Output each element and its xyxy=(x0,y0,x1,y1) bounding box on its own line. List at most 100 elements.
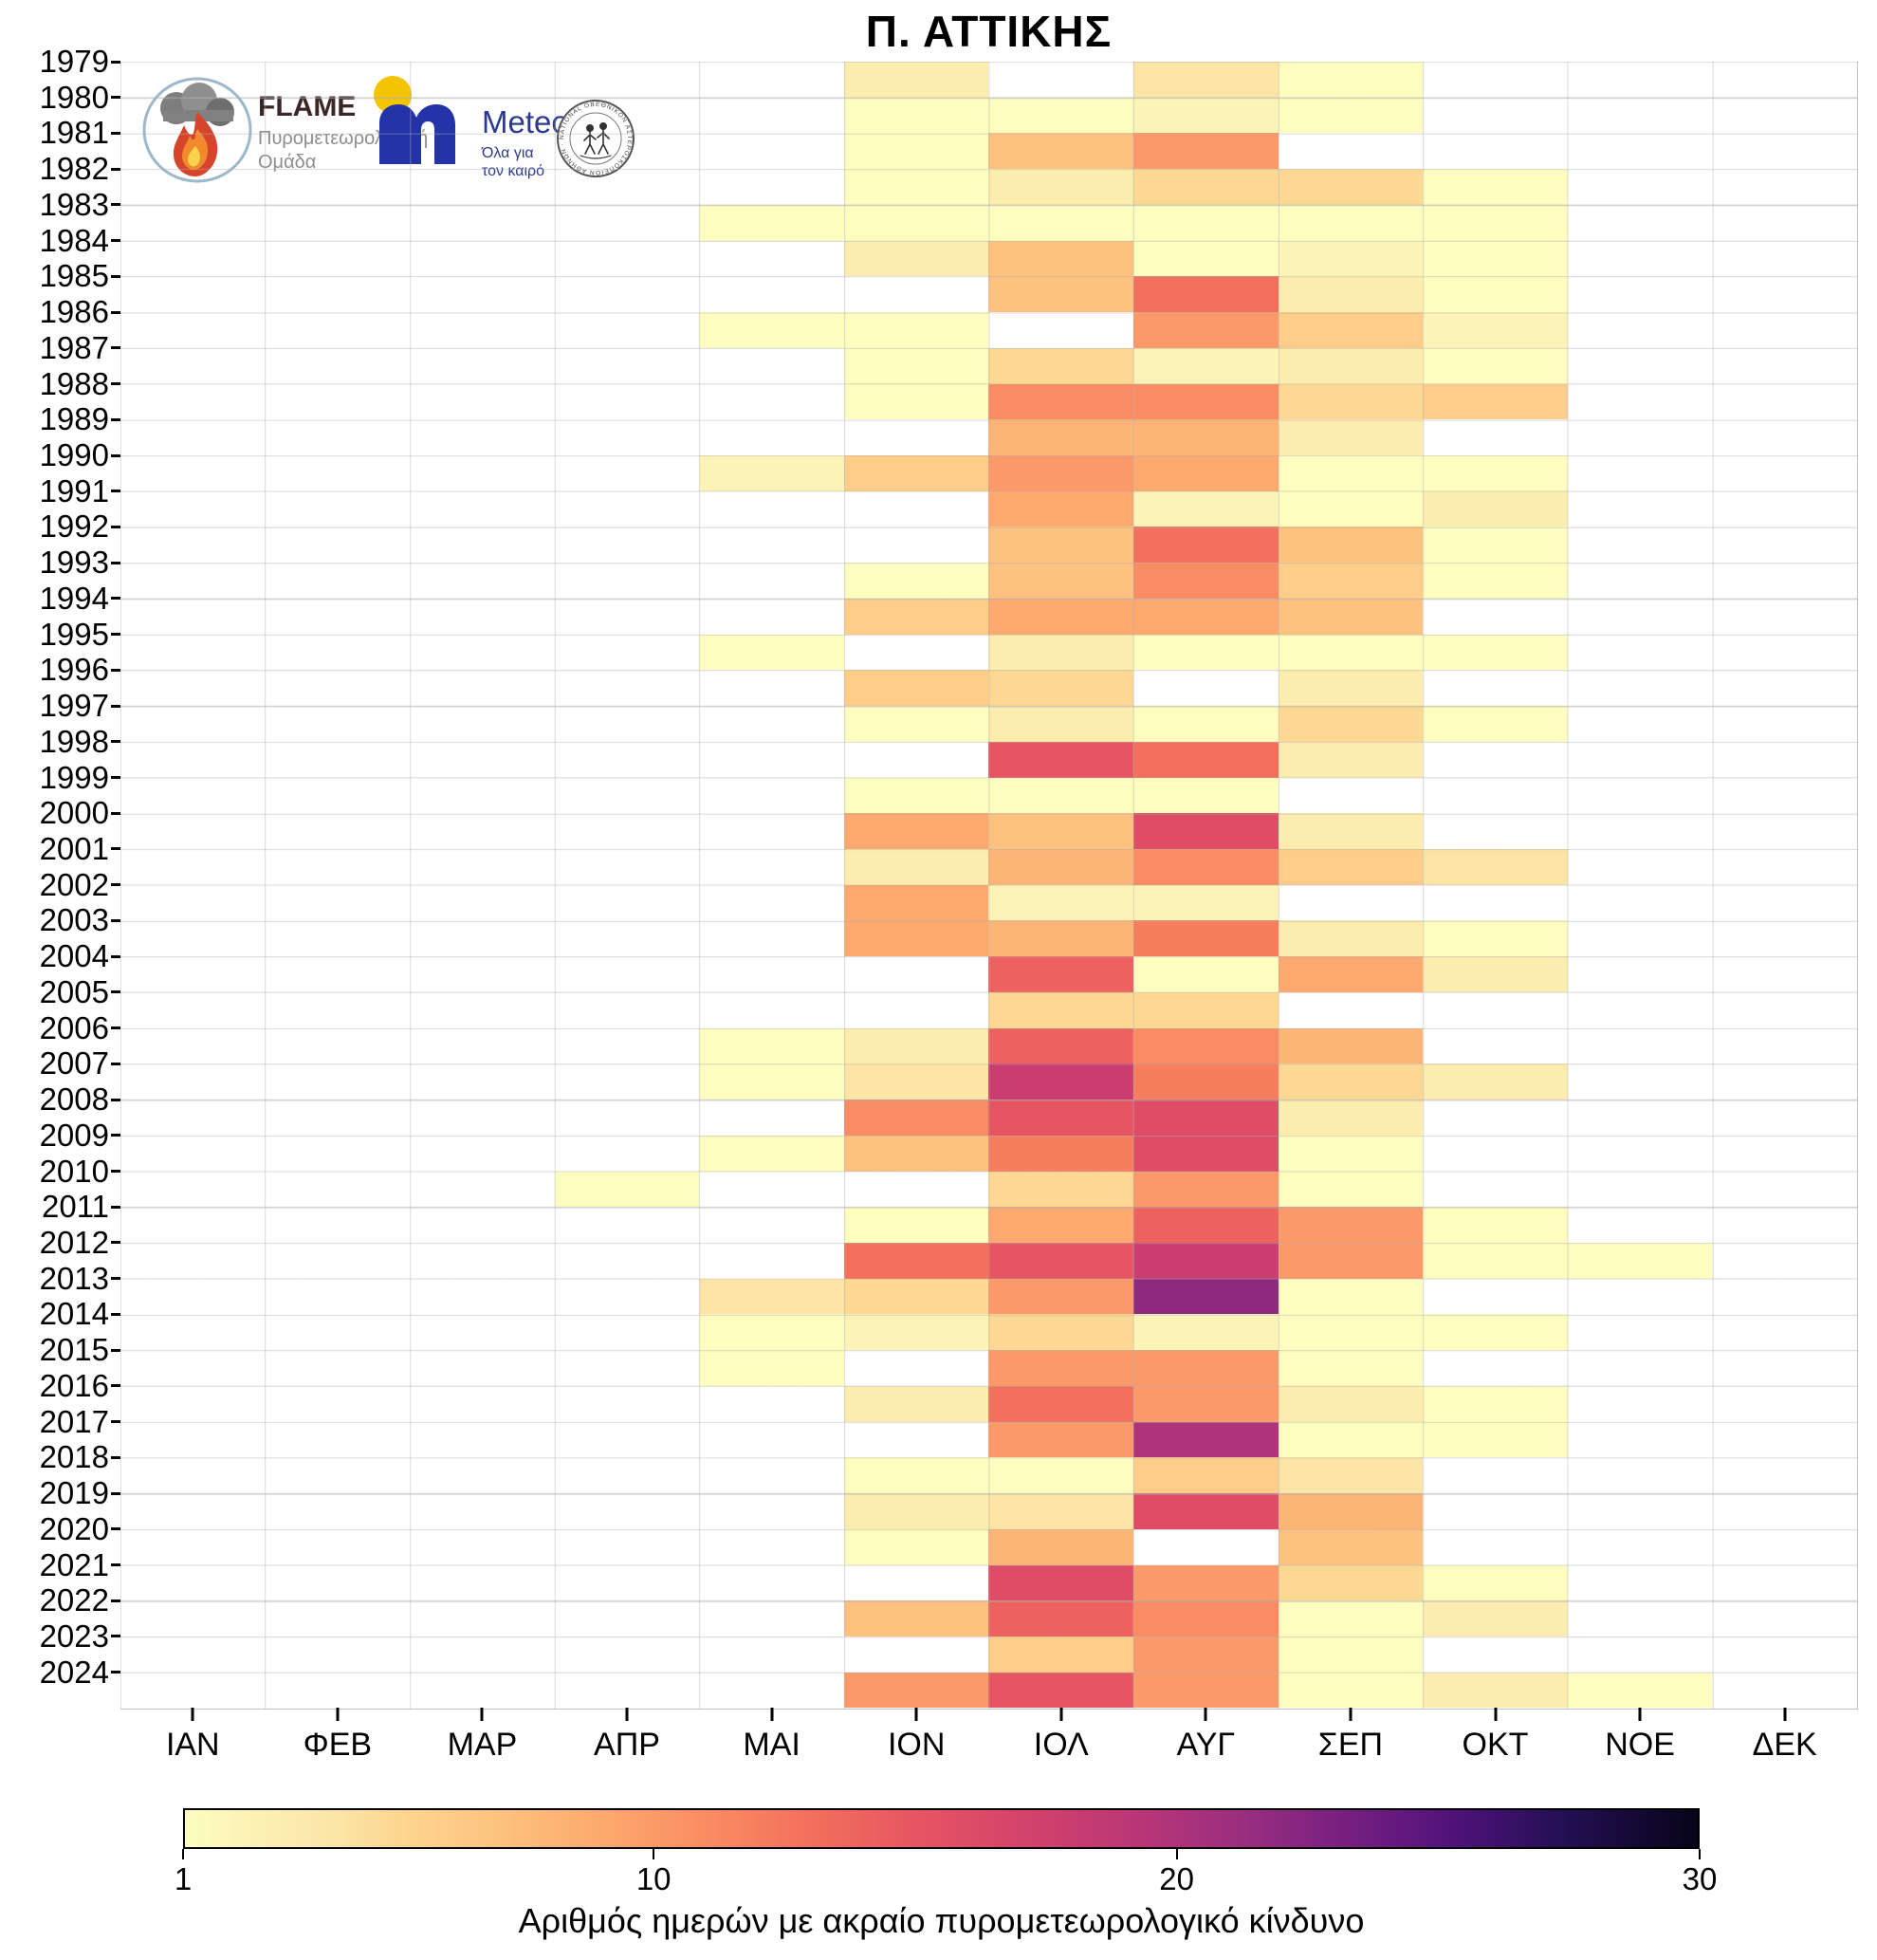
y-axis-year-label: 2014 xyxy=(39,1296,109,1332)
y-axis-year-label: 2012 xyxy=(39,1224,109,1260)
heatmap-cell xyxy=(1133,563,1279,599)
heatmap-cell xyxy=(1423,1242,1568,1279)
heatmap-cell xyxy=(843,920,989,957)
heatmap-cell xyxy=(1278,347,1424,384)
heatmap-cell xyxy=(1423,1063,1568,1100)
y-axis-year-label: 2000 xyxy=(39,795,109,831)
y-axis-tick xyxy=(111,990,120,994)
y-axis-year-label: 1986 xyxy=(39,294,109,330)
y-axis-tick xyxy=(111,1384,120,1388)
heatmap-cell xyxy=(843,204,989,241)
y-axis-year-label: 2024 xyxy=(39,1654,109,1690)
y-axis-tick xyxy=(111,310,120,314)
heatmap-cell xyxy=(1133,741,1279,778)
heatmap-cell xyxy=(699,1350,844,1386)
heatmap-cell xyxy=(1423,455,1568,491)
heatmap-cell xyxy=(1133,848,1279,885)
y-axis-tick xyxy=(111,1312,120,1316)
colorbar-tick-label: 20 xyxy=(1159,1861,1194,1896)
heatmap-cell xyxy=(1278,1421,1424,1458)
heatmap-cell xyxy=(1567,1242,1713,1279)
y-axis-year-label: 2015 xyxy=(39,1332,109,1368)
y-axis-tick xyxy=(111,1241,120,1245)
heatmap-cell xyxy=(1278,813,1424,849)
y-axis-year-label: 1990 xyxy=(39,437,109,472)
heatmap-cell xyxy=(988,1636,1134,1673)
heatmap-cell xyxy=(988,527,1134,564)
y-axis-year-label: 2017 xyxy=(39,1403,109,1439)
y-axis-tick xyxy=(111,668,120,672)
heatmap-cell xyxy=(1423,920,1568,957)
heatmap-cell xyxy=(988,1528,1134,1565)
heatmap-cell xyxy=(1278,670,1424,707)
heatmap-cell xyxy=(843,1385,989,1422)
heatmap-cell xyxy=(988,276,1134,313)
heatmap-cell xyxy=(1133,1135,1279,1172)
colorbar-tick xyxy=(653,1849,655,1859)
x-axis-month-label: ΙΟΛ xyxy=(1033,1727,1089,1764)
heatmap-cell xyxy=(988,634,1134,671)
y-axis-tick xyxy=(111,167,120,171)
y-axis-tick xyxy=(111,1170,120,1174)
heatmap-cell xyxy=(843,1242,989,1279)
heatmap-cell xyxy=(1423,240,1568,277)
heatmap-cell xyxy=(1423,848,1568,885)
heatmap-cell xyxy=(1423,1600,1568,1636)
x-axis-tick xyxy=(1204,1708,1207,1722)
heatmap-cell xyxy=(1278,490,1424,527)
heatmap-cell xyxy=(699,1027,844,1064)
heatmap-cell xyxy=(988,1207,1134,1243)
heatmap-cell xyxy=(1278,1100,1424,1136)
heatmap-cell xyxy=(1278,598,1424,635)
heatmap-cell xyxy=(1133,634,1279,671)
heatmap-cell xyxy=(988,741,1134,778)
y-axis-tick xyxy=(111,525,120,528)
heatmap-cell xyxy=(843,884,989,921)
heatmap-cell xyxy=(843,1457,989,1494)
heatmap-cell xyxy=(843,1135,989,1172)
y-axis-tick xyxy=(111,740,120,744)
y-axis-tick xyxy=(111,96,120,100)
heatmap-cell xyxy=(1133,1278,1279,1315)
heatmap-cell xyxy=(843,1063,989,1100)
y-axis-year-label: 1998 xyxy=(39,723,109,759)
heatmap-cell xyxy=(843,848,989,885)
x-axis-month-label: ΟΚΤ xyxy=(1462,1727,1529,1764)
heatmap-cell xyxy=(1423,490,1568,527)
heatmap-cell xyxy=(843,706,989,742)
chart-title: Π. ΑΤΤΙΚΗΣ xyxy=(865,7,1113,56)
heatmap-cell xyxy=(843,1493,989,1529)
heatmap-cell xyxy=(699,634,844,671)
heatmap-cell xyxy=(1133,204,1279,241)
y-axis-tick xyxy=(111,239,120,243)
y-axis-year-label: 1999 xyxy=(39,759,109,795)
heatmap-cell xyxy=(1278,240,1424,277)
heatmap-cell xyxy=(1133,490,1279,527)
heatmap-cell xyxy=(1278,1314,1424,1351)
heatmap-cell xyxy=(1133,97,1279,134)
heatmap-cell xyxy=(1423,347,1568,384)
heatmap-cell xyxy=(1423,563,1568,599)
heatmap-cell xyxy=(988,670,1134,707)
heatmap-cell xyxy=(1423,204,1568,241)
x-axis-month-label: ΙΟΝ xyxy=(887,1727,946,1764)
heatmap-cell xyxy=(1278,706,1424,742)
heatmap-cell xyxy=(1133,1600,1279,1636)
y-axis-tick xyxy=(111,131,120,135)
heatmap-cell xyxy=(1278,634,1424,671)
heatmap-cell xyxy=(1133,455,1279,491)
x-axis-tick xyxy=(914,1708,918,1722)
heatmap-cell xyxy=(988,1063,1134,1100)
heatmap-cell xyxy=(554,1171,700,1208)
y-axis-year-label: 2003 xyxy=(39,902,109,938)
heatmap-cell xyxy=(1278,1493,1424,1529)
heatmap-cell xyxy=(843,670,989,707)
x-axis-tick xyxy=(1349,1708,1353,1722)
y-axis-tick xyxy=(111,1420,120,1424)
heatmap-cell xyxy=(1278,563,1424,599)
heatmap-cell xyxy=(988,563,1134,599)
heatmap-cell xyxy=(988,1385,1134,1422)
x-axis-month-label: ΑΠΡ xyxy=(594,1727,660,1764)
heatmap-cell xyxy=(988,1350,1134,1386)
y-axis-year-label: 2001 xyxy=(39,830,109,866)
